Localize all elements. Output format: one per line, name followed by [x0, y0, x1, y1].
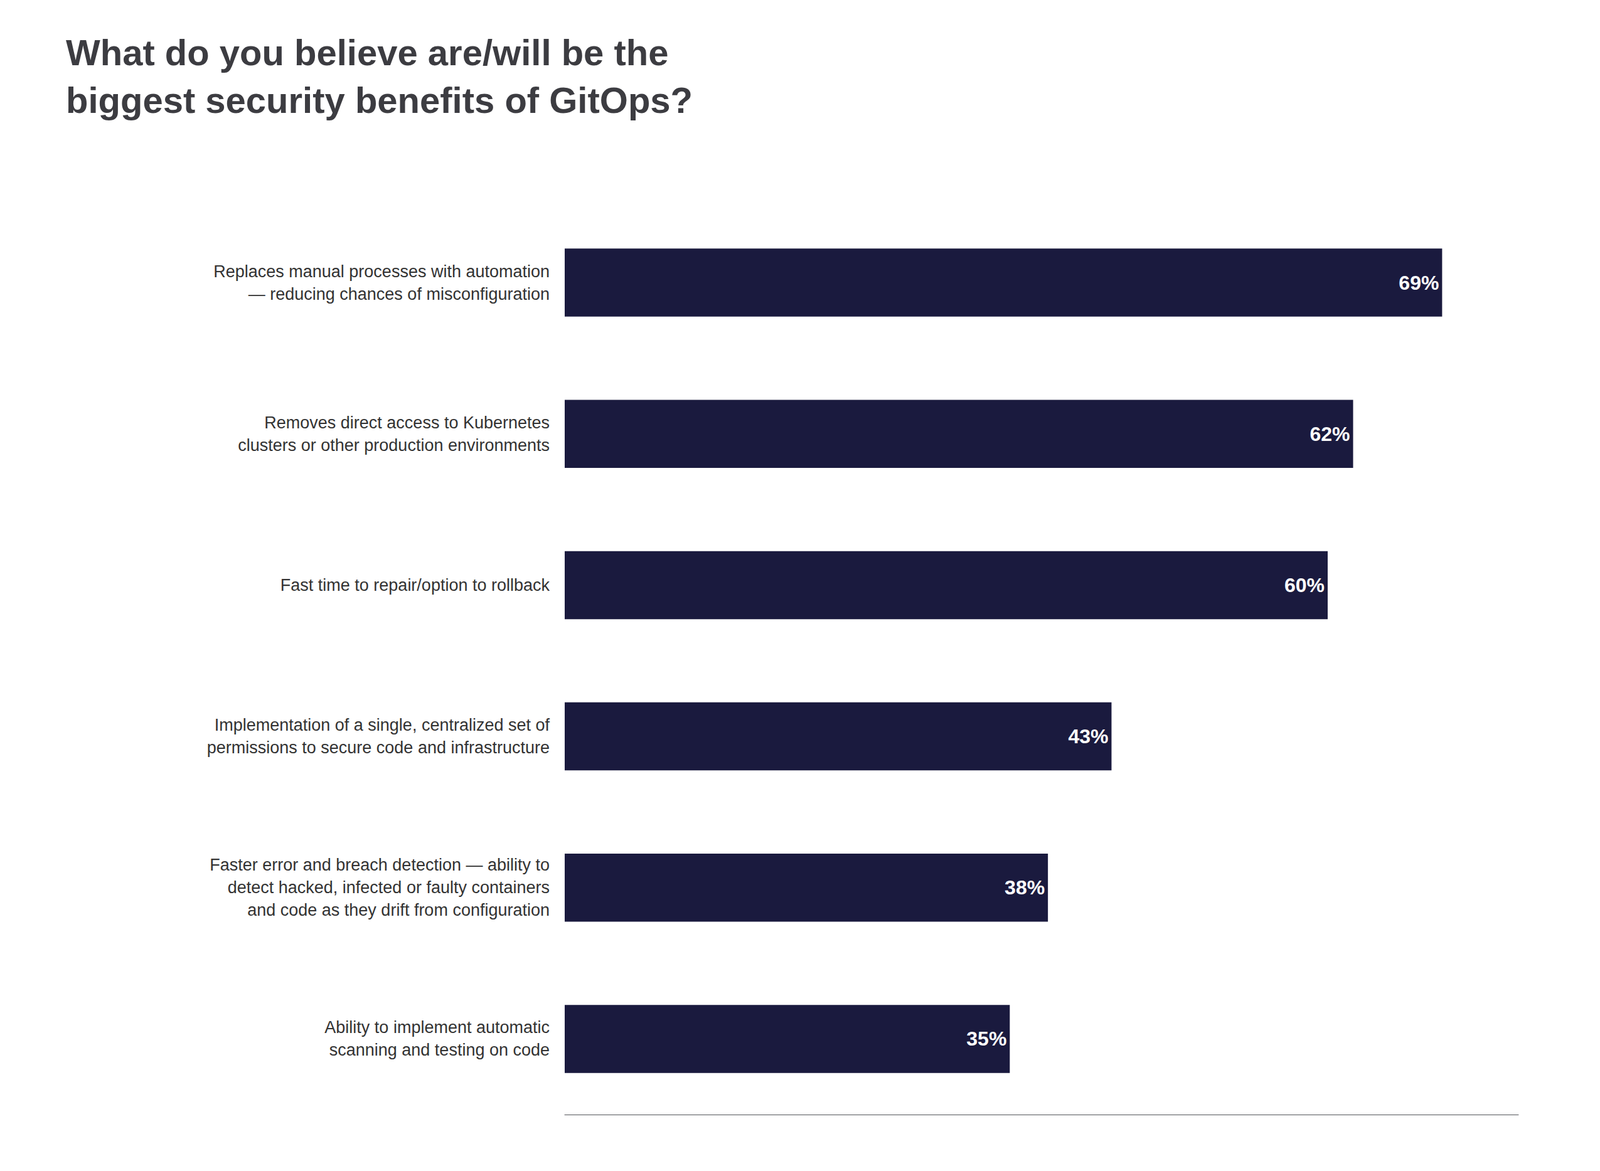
svg-text:Ability to implement automatic: Ability to implement automatic [324, 1018, 550, 1038]
svg-text:38%: 38% [1004, 876, 1045, 900]
svg-text:and code as they drift from co: and code as they drift from configuratio… [247, 901, 550, 920]
svg-text:Implementation of a single, ce: Implementation of a single, centralized … [214, 715, 551, 735]
svg-text:60%: 60% [1284, 574, 1325, 597]
svg-text:35%: 35% [966, 1027, 1007, 1051]
svg-text:Faster error and breach detect: Faster error and breach detection — abil… [209, 855, 550, 875]
svg-text:43%: 43% [1067, 725, 1109, 748]
svg-text:Replaces manual processes with: Replaces manual processes with automatio… [213, 262, 550, 282]
svg-text:69%: 69% [1398, 271, 1439, 295]
svg-text:biggest security benefits of G: biggest security benefits of GitOps? [65, 79, 693, 121]
svg-text:detect hacked, infected or fau: detect hacked, infected or faulty contai… [227, 878, 550, 898]
svg-text:62%: 62% [1309, 422, 1350, 446]
svg-text:clusters or other production e: clusters or other production environment… [237, 436, 550, 455]
svg-text:— reducing chances of misconfi: — reducing chances of misconfiguration [248, 284, 550, 304]
svg-text:What do you believe are/will b: What do you believe are/will be the [65, 32, 669, 73]
svg-text:permissions to secure code and: permissions to secure code and infrastru… [207, 738, 550, 758]
svg-text:Fast time to repair/option to: Fast time to repair/option to rollback [280, 576, 551, 595]
svg-text:Removes direct access to Kuber: Removes direct access to Kubernetes [264, 413, 550, 433]
svg-text:scanning and testing on code: scanning and testing on code [329, 1040, 550, 1060]
